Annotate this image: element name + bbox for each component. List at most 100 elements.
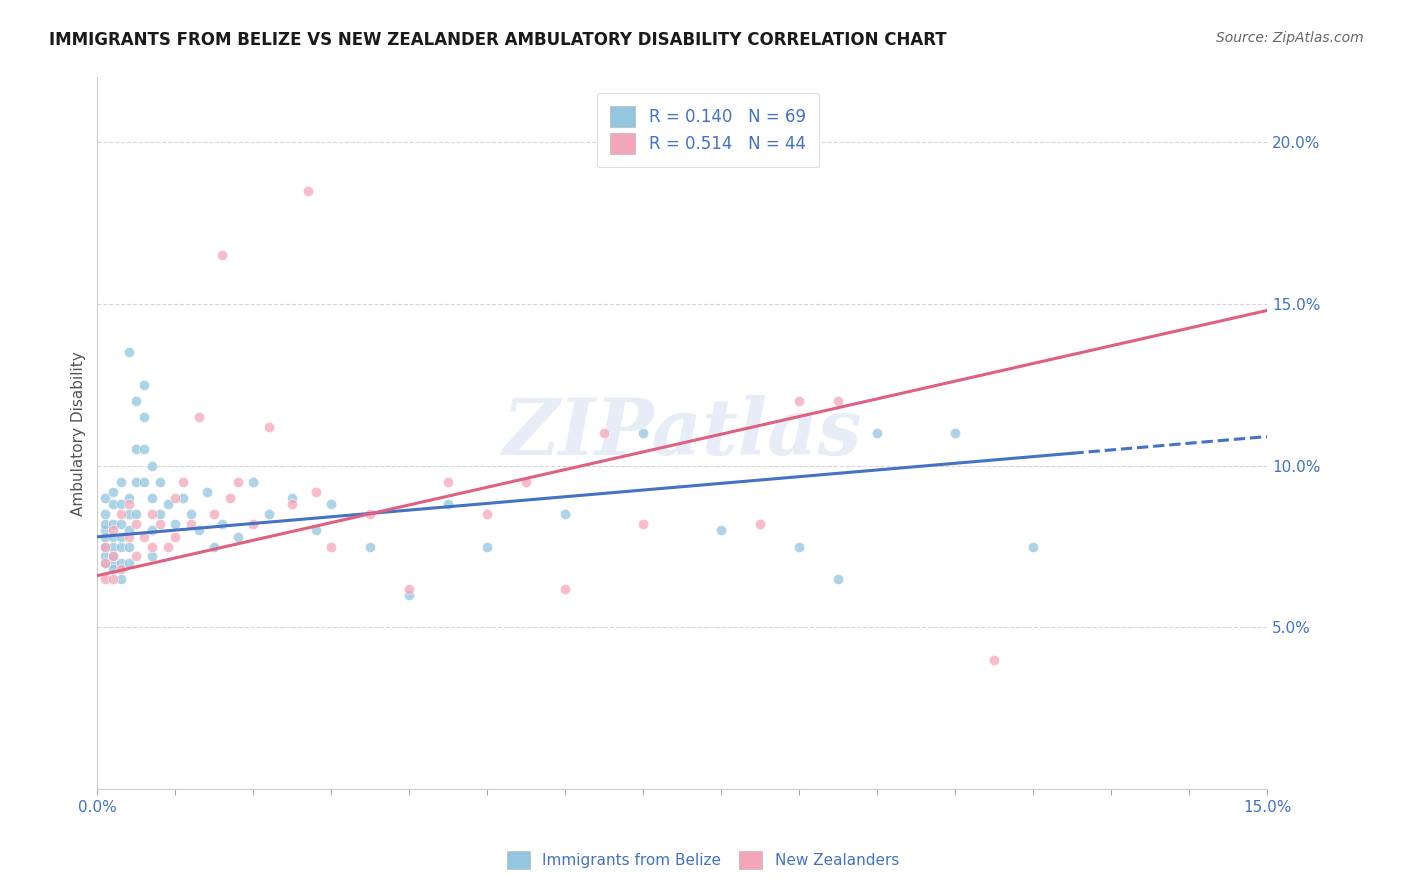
Point [554, 507, 576, 521]
Point [749, 516, 772, 531]
Point [180, 507, 202, 521]
Point [554, 582, 576, 596]
Point [110, 572, 132, 586]
Point [101, 524, 124, 538]
Point [211, 516, 233, 531]
Point [866, 426, 889, 441]
Point [134, 442, 156, 457]
Point [1022, 540, 1045, 554]
Point [117, 524, 139, 538]
Point [117, 530, 139, 544]
Point [134, 410, 156, 425]
Point [305, 484, 328, 499]
Legend: Immigrants from Belize, New Zealanders: Immigrants from Belize, New Zealanders [501, 845, 905, 875]
Point [117, 345, 139, 359]
Point [101, 556, 124, 570]
Point [477, 540, 499, 554]
Point [134, 377, 156, 392]
Point [827, 572, 849, 586]
Point [141, 458, 163, 473]
Point [101, 484, 124, 499]
Point [789, 540, 811, 554]
Point [117, 491, 139, 505]
Point [94, 556, 117, 570]
Point [477, 507, 499, 521]
Point [633, 516, 655, 531]
Point [149, 475, 172, 489]
Point [117, 556, 139, 570]
Point [226, 530, 249, 544]
Point [94, 572, 117, 586]
Point [134, 530, 156, 544]
Point [789, 393, 811, 408]
Point [134, 475, 156, 489]
Point [165, 530, 187, 544]
Legend: R = 0.140   N = 69, R = 0.514   N = 44: R = 0.140 N = 69, R = 0.514 N = 44 [598, 93, 820, 167]
Point [117, 507, 139, 521]
Point [437, 475, 460, 489]
Text: IMMIGRANTS FROM BELIZE VS NEW ZEALANDER AMBULATORY DISABILITY CORRELATION CHART: IMMIGRANTS FROM BELIZE VS NEW ZEALANDER … [49, 31, 946, 49]
Point [710, 524, 733, 538]
Point [515, 475, 537, 489]
Point [149, 507, 172, 521]
Point [101, 498, 124, 512]
Point [187, 524, 209, 538]
Point [297, 184, 319, 198]
Point [593, 426, 616, 441]
Point [94, 524, 117, 538]
Point [125, 442, 148, 457]
Point [94, 516, 117, 531]
Point [125, 516, 148, 531]
Point [202, 540, 225, 554]
Point [187, 410, 209, 425]
Point [281, 491, 304, 505]
Point [141, 549, 163, 564]
Point [110, 562, 132, 576]
Point [633, 426, 655, 441]
Point [110, 507, 132, 521]
Y-axis label: Ambulatory Disability: Ambulatory Disability [72, 351, 86, 516]
Point [141, 540, 163, 554]
Point [141, 491, 163, 505]
Point [110, 516, 132, 531]
Point [101, 572, 124, 586]
Point [281, 498, 304, 512]
Point [211, 248, 233, 262]
Point [110, 540, 132, 554]
Point [110, 556, 132, 570]
Point [172, 491, 194, 505]
Point [242, 516, 264, 531]
Point [94, 507, 117, 521]
Point [359, 540, 381, 554]
Point [94, 556, 117, 570]
Point [156, 498, 179, 512]
Point [156, 540, 179, 554]
Point [202, 507, 225, 521]
Point [180, 516, 202, 531]
Point [101, 540, 124, 554]
Point [257, 419, 280, 434]
Point [219, 491, 242, 505]
Text: Source: ZipAtlas.com: Source: ZipAtlas.com [1216, 31, 1364, 45]
Point [101, 530, 124, 544]
Point [141, 507, 163, 521]
Point [101, 562, 124, 576]
Point [110, 475, 132, 489]
Point [359, 507, 381, 521]
Point [101, 516, 124, 531]
Point [165, 516, 187, 531]
Point [165, 491, 187, 505]
Point [226, 475, 249, 489]
Point [172, 475, 194, 489]
Point [110, 498, 132, 512]
Point [242, 475, 264, 489]
Point [827, 393, 849, 408]
Text: ZIPatlas: ZIPatlas [503, 395, 862, 472]
Point [94, 540, 117, 554]
Point [125, 475, 148, 489]
Point [117, 540, 139, 554]
Point [321, 498, 343, 512]
Point [125, 549, 148, 564]
Point [437, 498, 460, 512]
Point [125, 507, 148, 521]
